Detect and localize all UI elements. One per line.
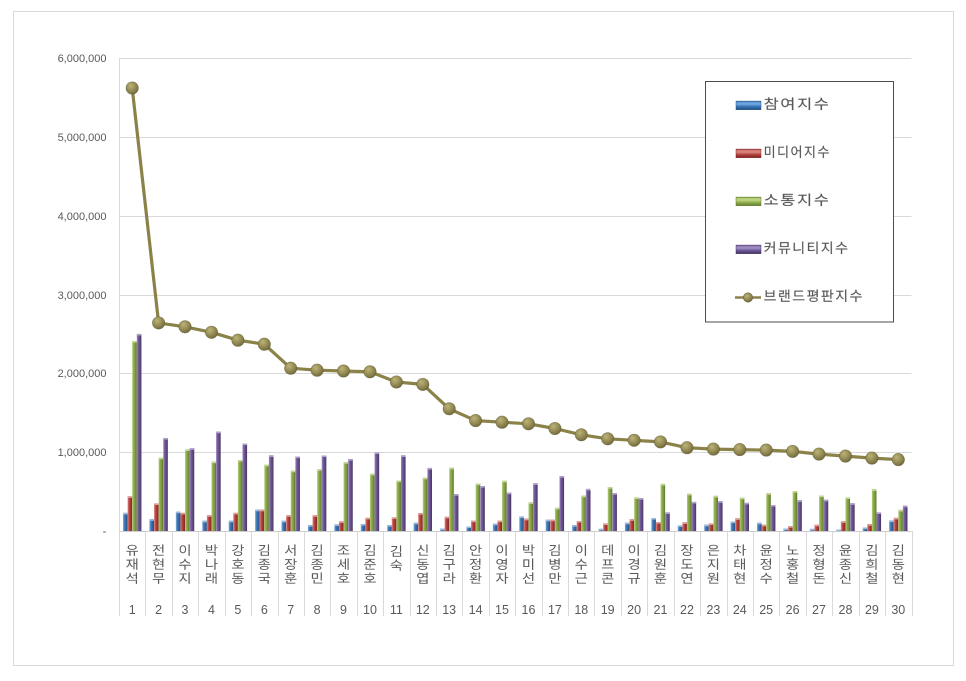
- svg-text:28: 28: [839, 603, 853, 617]
- svg-text:29: 29: [865, 603, 879, 617]
- svg-text:6,000,000: 6,000,000: [58, 53, 107, 65]
- svg-text:14: 14: [469, 603, 483, 617]
- svg-text:4: 4: [208, 603, 215, 617]
- svg-text:16: 16: [522, 603, 536, 617]
- svg-text:25: 25: [759, 603, 773, 617]
- svg-text:1: 1: [129, 603, 136, 617]
- svg-text:21: 21: [654, 603, 668, 617]
- svg-text:9: 9: [340, 603, 347, 617]
- svg-text:18: 18: [574, 603, 588, 617]
- svg-text:2,000,000: 2,000,000: [58, 368, 107, 380]
- svg-text:8: 8: [314, 603, 321, 617]
- svg-text:26: 26: [786, 603, 800, 617]
- svg-text:4,000,000: 4,000,000: [58, 211, 107, 223]
- svg-text:12: 12: [416, 603, 430, 617]
- svg-text:11: 11: [390, 603, 403, 617]
- svg-text:10: 10: [363, 603, 377, 617]
- svg-text:7: 7: [287, 603, 294, 617]
- svg-text:19: 19: [601, 603, 615, 617]
- svg-text:2: 2: [155, 603, 162, 617]
- svg-text:3,000,000: 3,000,000: [58, 290, 107, 302]
- svg-text:13: 13: [442, 603, 456, 617]
- svg-text:5,000,000: 5,000,000: [58, 132, 107, 144]
- svg-text:30: 30: [891, 603, 905, 617]
- svg-text:6: 6: [261, 603, 268, 617]
- svg-text:22: 22: [680, 603, 694, 617]
- svg-text:17: 17: [548, 603, 562, 617]
- svg-text:-: -: [103, 526, 107, 538]
- svg-text:27: 27: [812, 603, 826, 617]
- svg-text:24: 24: [733, 603, 747, 617]
- svg-text:5: 5: [234, 603, 241, 617]
- svg-text:3: 3: [182, 603, 189, 617]
- svg-text:23: 23: [706, 603, 720, 617]
- svg-text:15: 15: [495, 603, 509, 617]
- svg-text:20: 20: [627, 603, 641, 617]
- svg-text:1,000,000: 1,000,000: [58, 447, 107, 459]
